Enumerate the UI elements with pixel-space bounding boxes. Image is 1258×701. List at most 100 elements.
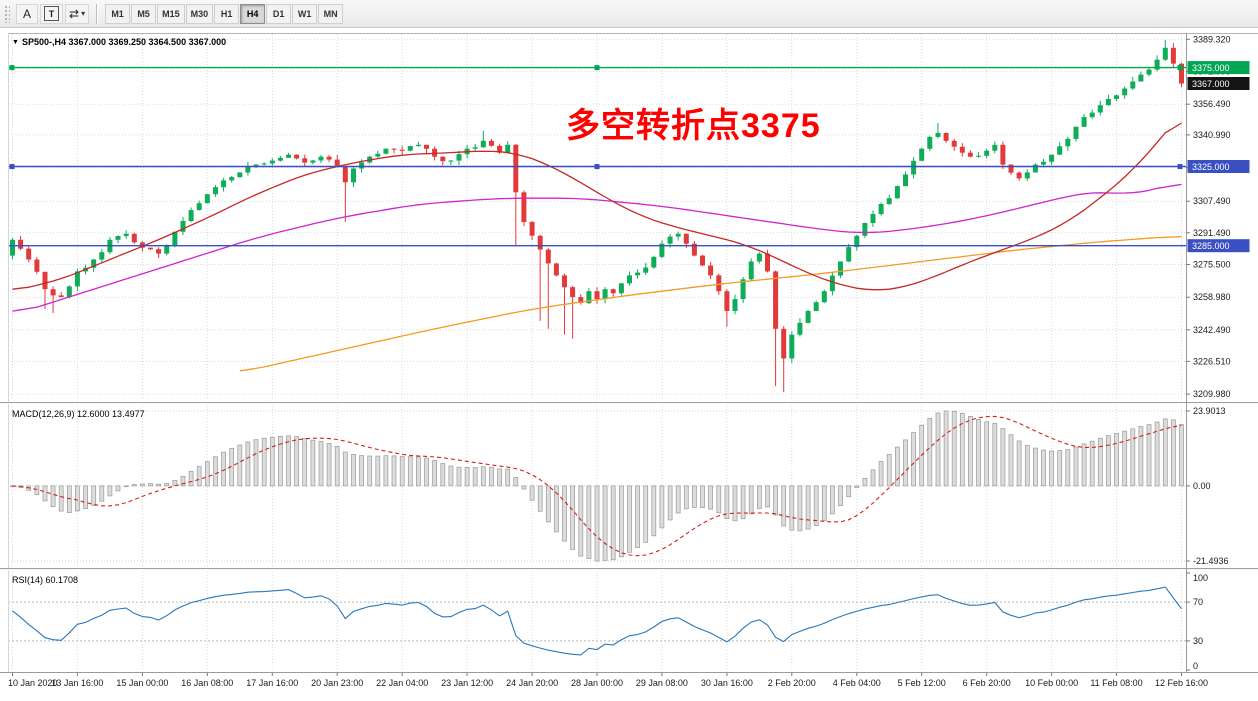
candle-body: [188, 210, 194, 221]
moving-averages: [12, 122, 1182, 372]
time-axis-label: 4 Feb 04:00: [833, 678, 881, 688]
time-axis-label: 30 Jan 16:00: [701, 678, 753, 688]
chart-area[interactable]: 3389.3203372.9903356.4903340.9903324.490…: [0, 28, 1258, 701]
candle-body: [732, 299, 738, 311]
chart-canvas[interactable]: 3389.3203372.9903356.4903340.9903324.490…: [0, 28, 1258, 701]
macd-bar: [188, 471, 194, 487]
timeframe-button-h1[interactable]: H1: [214, 3, 240, 24]
cursor-tool-button[interactable]: A: [16, 3, 38, 24]
candle-body: [903, 174, 908, 187]
price-badge-green: [1187, 61, 1250, 75]
macd-bar: [692, 485, 697, 508]
toolbar-grip[interactable]: [4, 4, 10, 23]
macd-bar: [578, 485, 584, 557]
macd-bar: [75, 485, 80, 512]
macd-bar: [66, 485, 72, 513]
candle-body: [489, 140, 494, 146]
macd-axis[interactable]: 23.9013 0.00 -21.4936: [1186, 406, 1229, 566]
candle-body: [399, 149, 405, 151]
candle-body: [302, 158, 308, 163]
line-handle[interactable]: [9, 164, 15, 170]
candle-body: [1170, 47, 1176, 64]
chart-title-text: SP500-,H4 3367.000 3369.250 3364.500 336…: [21, 37, 227, 47]
candle-body: [342, 166, 348, 183]
macd-bar: [156, 483, 161, 487]
rsi-panel: [8, 586, 1186, 656]
candle-body: [618, 283, 624, 294]
candle-body: [773, 271, 779, 329]
timeframe-button-w1[interactable]: W1: [292, 3, 318, 24]
macd-bar: [359, 455, 364, 487]
line-handle[interactable]: [594, 164, 600, 170]
line-handle[interactable]: [9, 65, 15, 71]
candle-body: [870, 214, 876, 223]
candle-body: [42, 271, 48, 290]
candle-body: [148, 247, 153, 250]
candle-body: [229, 177, 235, 181]
macd-bar: [1097, 437, 1103, 487]
vertical-gridlines: [12, 34, 1182, 671]
text-tool-button[interactable]: T: [40, 3, 63, 24]
line-handle[interactable]: [594, 65, 600, 71]
candle-body: [1073, 126, 1079, 139]
candle-body: [894, 186, 900, 199]
macd-bar: [399, 456, 405, 487]
macd-bar: [58, 485, 64, 512]
macd-bar: [42, 485, 48, 502]
candle-body: [269, 160, 275, 164]
candle-body: [359, 162, 365, 169]
macd-indicator-label: MACD(12,26,9) 12.6000 13.4977: [12, 409, 145, 419]
time-axis-label: 24 Jan 20:00: [506, 678, 558, 688]
timeframe-button-m1[interactable]: M1: [105, 3, 131, 24]
timeframe-button-m15[interactable]: M15: [157, 3, 185, 24]
macd-bar: [781, 485, 787, 527]
macd-bar: [610, 485, 616, 561]
line-handle[interactable]: [1177, 65, 1183, 71]
macd-bar: [1000, 428, 1006, 487]
price-badge-blue: [1187, 239, 1250, 253]
macd-panel: [8, 410, 1186, 562]
annotation-text-object[interactable]: 多空转折点3375: [566, 107, 821, 145]
macd-bar: [1122, 430, 1128, 487]
rsi-axis[interactable]: 100 70 30 0: [1186, 572, 1208, 671]
candle-body: [99, 252, 105, 260]
macd-bar: [253, 439, 259, 487]
macd-bar: [886, 454, 892, 487]
macd-bar: [432, 460, 437, 487]
candle-body: [513, 144, 519, 193]
macd-bar: [838, 485, 843, 507]
timeframe-button-mn[interactable]: MN: [318, 3, 344, 24]
candle-body: [172, 231, 178, 246]
candle-body: [813, 302, 819, 311]
candle-body: [765, 253, 770, 272]
candle-body: [1154, 59, 1160, 70]
macd-bar: [830, 485, 835, 515]
macd-bar: [1146, 424, 1152, 487]
chart-tools-dropdown-button[interactable]: ⇄ ▾: [65, 3, 90, 24]
timeframe-button-d1[interactable]: D1: [266, 3, 292, 24]
price-badges: 3375.000 3367.000 3325.000 3285.000: [1187, 61, 1250, 253]
macd-bar: [773, 485, 778, 516]
candle-body: [562, 275, 567, 288]
macd-bar: [318, 440, 324, 487]
timeframe-button-m30[interactable]: M30: [185, 3, 214, 24]
candle-body: [18, 239, 24, 249]
macd-bar: [294, 436, 299, 487]
macd-bar: [594, 485, 600, 562]
candle-body: [180, 221, 186, 232]
candle-body: [1122, 88, 1128, 96]
timeframe-button-m5[interactable]: M5: [131, 3, 157, 24]
candle-body: [424, 144, 429, 149]
macd-bar: [50, 485, 56, 507]
line-handle[interactable]: [1177, 164, 1183, 170]
macd-bar: [789, 485, 795, 531]
candle-body: [878, 204, 884, 215]
macd-bar: [91, 485, 97, 506]
candle-body: [586, 291, 592, 304]
macd-bar: [619, 485, 624, 558]
timeframe-button-h4[interactable]: H4: [240, 3, 266, 24]
candle-body: [805, 311, 811, 323]
candle-body: [521, 192, 527, 222]
